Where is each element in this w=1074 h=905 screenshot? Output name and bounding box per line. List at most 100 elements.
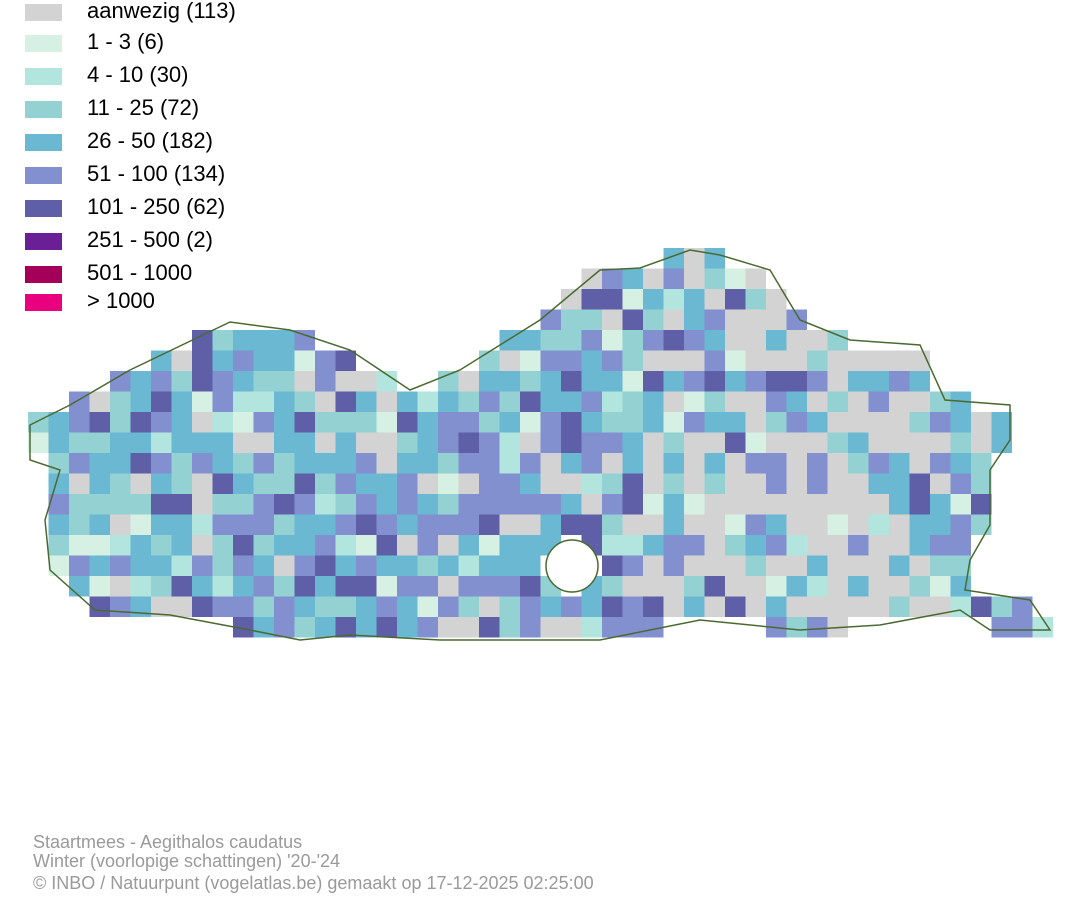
grid-cell xyxy=(458,617,479,638)
grid-cell xyxy=(417,555,438,576)
grid-cell xyxy=(294,596,315,617)
grid-cell xyxy=(540,412,561,433)
grid-cell xyxy=(950,514,971,535)
grid-cell xyxy=(151,514,172,535)
grid-cell xyxy=(130,514,151,535)
grid-cell xyxy=(848,432,869,453)
grid-cell xyxy=(274,412,295,433)
grid-cell xyxy=(643,412,664,433)
grid-cell xyxy=(417,494,438,515)
grid-cell xyxy=(663,268,684,289)
grid-cell xyxy=(274,371,295,392)
grid-cell xyxy=(950,535,971,556)
grid-cell xyxy=(786,494,807,515)
grid-cell xyxy=(171,535,192,556)
grid-cell xyxy=(479,535,500,556)
grid-cell xyxy=(561,350,582,371)
grid-cell xyxy=(971,514,992,535)
grid-cell xyxy=(110,555,131,576)
grid-cell xyxy=(766,391,787,412)
grid-cell xyxy=(766,555,787,576)
grid-cell xyxy=(397,555,418,576)
grid-cell xyxy=(397,473,418,494)
grid-cell xyxy=(499,350,520,371)
grid-cell xyxy=(561,432,582,453)
grid-cell xyxy=(499,596,520,617)
grid-cell xyxy=(499,330,520,351)
grid-cell xyxy=(807,555,828,576)
grid-cell xyxy=(786,309,807,330)
grid-cell xyxy=(868,494,889,515)
grid-cell xyxy=(479,350,500,371)
grid-cell xyxy=(684,535,705,556)
grid-cell xyxy=(581,391,602,412)
grid-cell xyxy=(274,617,295,638)
footer-line: Winter (voorlopige schattingen) '20-'24 xyxy=(33,851,340,871)
grid-cell xyxy=(540,617,561,638)
grid-cell xyxy=(581,514,602,535)
grid-cell xyxy=(376,391,397,412)
grid-cell xyxy=(889,494,910,515)
grid-cell xyxy=(602,514,623,535)
grid-cell xyxy=(745,391,766,412)
grid-cell xyxy=(684,371,705,392)
grid-cell xyxy=(745,268,766,289)
grid-cell xyxy=(253,576,274,597)
grid-cell xyxy=(89,391,110,412)
grid-cell xyxy=(643,555,664,576)
grid-cell xyxy=(438,473,459,494)
grid-cell xyxy=(335,432,356,453)
grid-cell xyxy=(909,555,930,576)
grid-cell xyxy=(807,350,828,371)
grid-cell xyxy=(274,330,295,351)
grid-cell xyxy=(192,494,213,515)
grid-cell xyxy=(438,453,459,474)
grid-cell xyxy=(397,494,418,515)
grid-cell xyxy=(745,432,766,453)
grid-cell xyxy=(110,494,131,515)
grid-cell xyxy=(745,453,766,474)
grid-cell xyxy=(766,514,787,535)
grid-cell xyxy=(909,371,930,392)
grid-cell xyxy=(622,371,643,392)
grid-cell xyxy=(335,371,356,392)
grid-cell xyxy=(704,309,725,330)
grid-cell xyxy=(294,330,315,351)
grid-cell xyxy=(827,596,848,617)
grid-cell xyxy=(192,453,213,474)
grid-cell xyxy=(909,391,930,412)
grid-cell xyxy=(622,330,643,351)
grid-cell xyxy=(745,555,766,576)
legend-swatch xyxy=(25,266,62,283)
grid-cell xyxy=(151,473,172,494)
grid-cell xyxy=(376,576,397,597)
grid-cell xyxy=(438,617,459,638)
grid-cell xyxy=(786,453,807,474)
grid-cell xyxy=(540,371,561,392)
grid-cell xyxy=(458,473,479,494)
grid-cell xyxy=(807,576,828,597)
grid-cell xyxy=(233,371,254,392)
grid-cell xyxy=(971,473,992,494)
grid-cell xyxy=(581,494,602,515)
grid-cell xyxy=(540,453,561,474)
grid-cell xyxy=(581,350,602,371)
grid-cell xyxy=(889,350,910,371)
grid-cell xyxy=(909,473,930,494)
grid-cell xyxy=(376,453,397,474)
grid-cell xyxy=(356,371,377,392)
grid-cell xyxy=(151,596,172,617)
grid-cell xyxy=(643,309,664,330)
grid-cell xyxy=(48,494,69,515)
grid-cell xyxy=(561,330,582,351)
grid-cell xyxy=(663,473,684,494)
grid-cell xyxy=(417,432,438,453)
grid-cell xyxy=(274,473,295,494)
grid-cell xyxy=(253,555,274,576)
grid-cell xyxy=(499,473,520,494)
grid-cell xyxy=(684,268,705,289)
grid-cell xyxy=(110,576,131,597)
grid-cell xyxy=(315,350,336,371)
grid-cell xyxy=(581,289,602,310)
grid-cell xyxy=(561,453,582,474)
